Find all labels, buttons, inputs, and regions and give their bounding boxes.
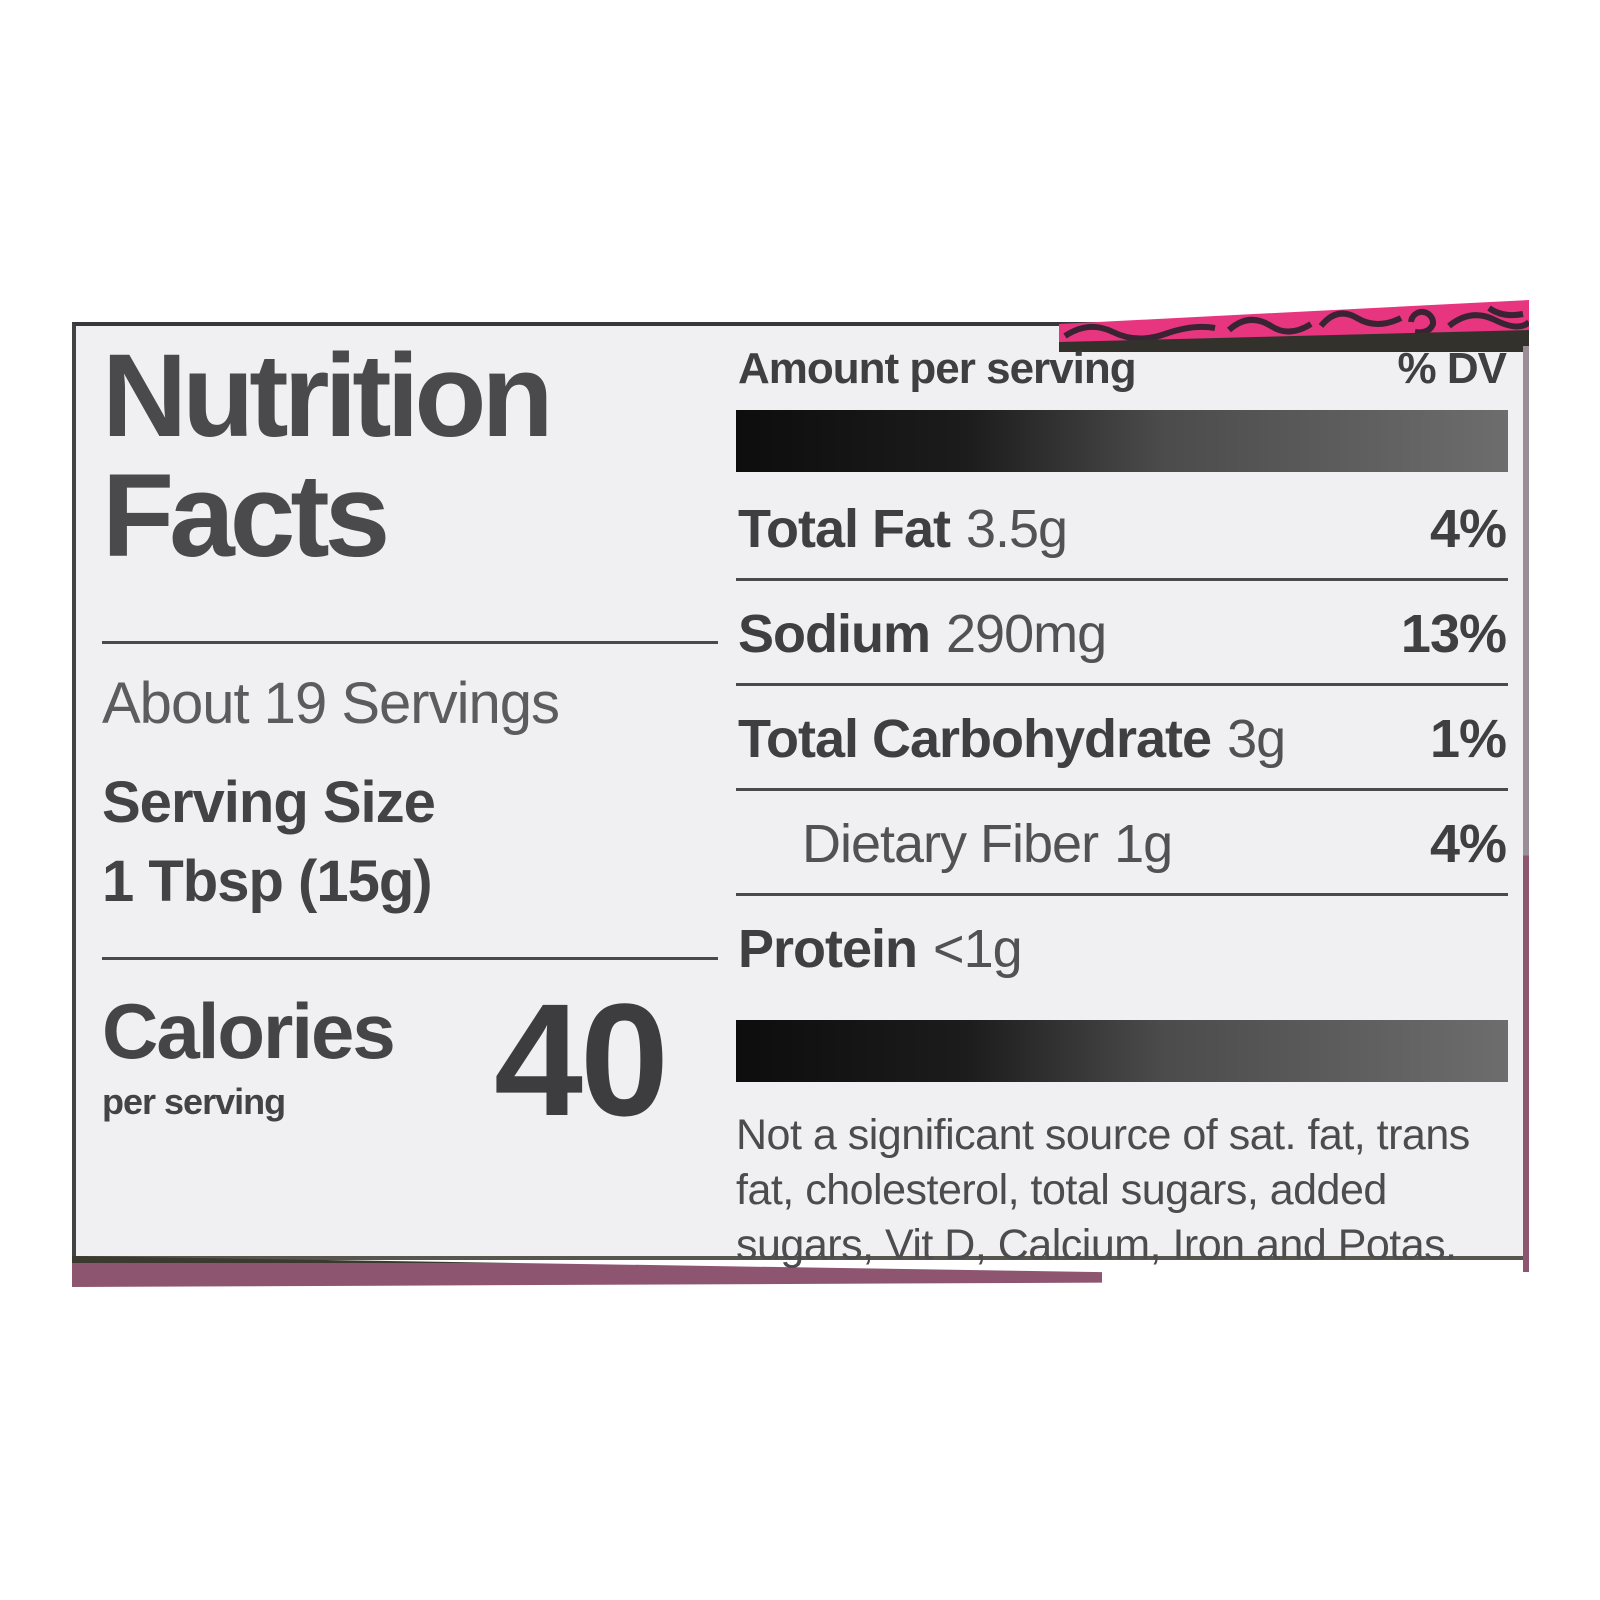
table-row-protein: Protein <1g [736,896,1508,998]
title-line-1: Nutrition [102,330,554,462]
table-row-dietary-fiber: Dietary Fiber 1g 4% [736,791,1508,896]
nutrient-dv: 4% [1429,814,1507,874]
calories-sublabel: per serving [102,1080,286,1122]
nutrient-dv: 1% [1429,709,1507,769]
nutrient-dv: 4% [1429,499,1507,559]
nutrient-value: <1g [933,919,1023,979]
nutrient-name: Sodium [738,604,931,664]
nutrient-name-value: Protein <1g [738,918,1023,980]
nutrient-value: 3.5g [965,499,1068,559]
nutrient-value: 3g [1227,709,1286,769]
nutrient-name-value: Total Fat 3.5g [738,498,1068,560]
divider [102,956,718,960]
nutrient-dv: 13% [1400,604,1507,664]
title-line-2: Facts [102,450,390,583]
serving-size-value: 1 Tbsp (15g) [102,848,433,914]
nutrients-header-row: Amount per serving % DV [736,342,1508,394]
table-row-total-fat: Total Fat 3.5g 4% [736,476,1508,581]
percent-dv-header: % DV [1397,344,1507,393]
separator-bar [736,1020,1508,1082]
calories-label: Calories [102,986,396,1075]
page-title: Nutrition Facts [102,336,730,577]
table-row-total-carbohydrate: Total Carbohydrate 3g 1% [736,686,1508,791]
calories-section: Calories per serving 40 [102,979,730,1140]
calories-value: 40 [494,969,669,1149]
nutrients-table: Total Fat 3.5g 4% Sodium 290mg 13% Total C… [736,476,1508,998]
nutrient-value: 1g [1114,814,1173,874]
nutrient-value: 290mg [946,604,1107,664]
label-left-column: Nutrition Facts About 19 Servings Servin… [102,336,730,1140]
label-right-column: Amount per serving % DV Total Fat 3.5g 4%… [736,342,1508,1273]
calories-label-stack: Calories per serving [102,986,494,1123]
separator-bar [736,410,1508,472]
nutrient-name: Total Fat [738,499,951,559]
nutrient-name: Protein [738,919,918,979]
nutrient-name-value: Sodium 290mg [738,603,1107,665]
nutrient-name-value: Total Carbohydrate 3g [738,708,1286,770]
nutrient-name: Total Carbohydrate [738,709,1212,769]
amount-per-serving-header: Amount per serving [738,344,1137,393]
nutrient-name: Dietary Fiber [802,814,1099,874]
nutrition-facts-label: Nutrition Facts About 19 Servings Servin… [72,300,1529,1287]
serving-size-label: Serving Size [102,769,436,835]
footnote-text: Not a significant source of sat. fat, tr… [736,1111,1470,1270]
nutrient-name-value: Dietary Fiber 1g [802,813,1173,875]
table-row-sodium: Sodium 290mg 13% [736,581,1508,686]
label-right-edge [1523,346,1529,1272]
divider [102,640,718,644]
servings-count: About 19 Servings [102,670,560,736]
